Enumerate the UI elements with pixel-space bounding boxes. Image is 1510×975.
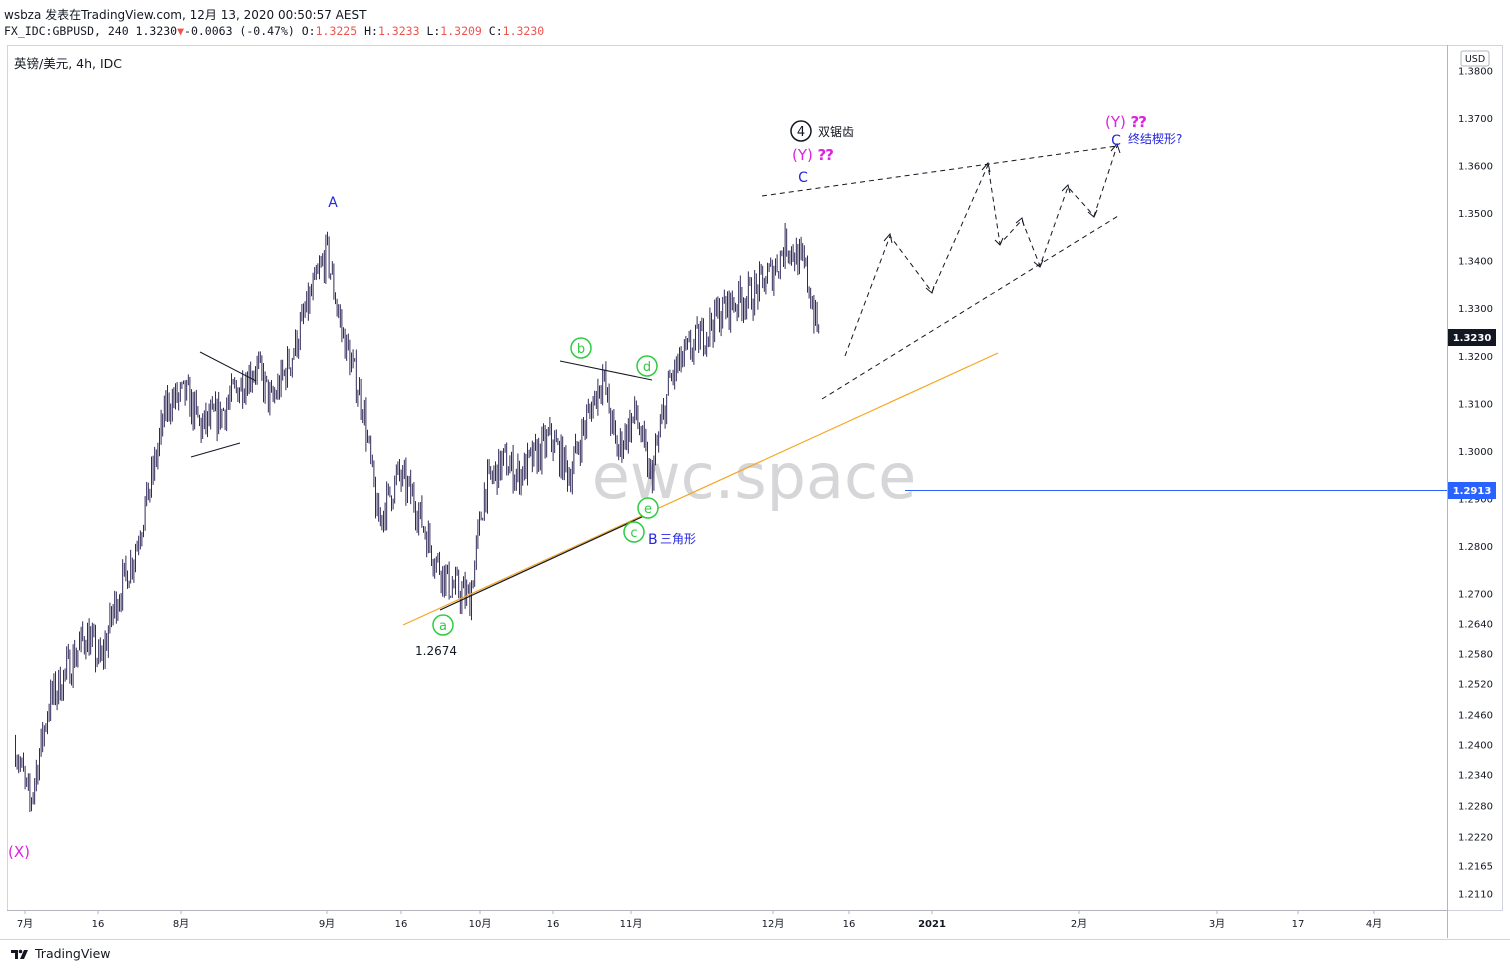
svg-text:a: a	[439, 619, 447, 634]
price-tick-label: 1.2800	[1458, 542, 1493, 553]
last-price-label: 1.3230	[1453, 333, 1492, 344]
price-axis[interactable]: 1.3800 1.3700 1.3600 1.3500 1.3400 1.3300 1.32…	[1458, 67, 1493, 901]
price-tick-label: 1.3800	[1458, 67, 1493, 78]
currency-badge-box[interactable]	[1460, 50, 1490, 67]
projection-arrowheads	[883, 143, 1121, 294]
black-support-line[interactable]	[439, 515, 645, 611]
time-tick-label: 11月	[620, 918, 643, 930]
double-zigzag-label: 双锯齿	[818, 124, 854, 139]
wave-label-x: (X)	[8, 843, 30, 861]
last-price-badge	[1448, 329, 1496, 346]
price-tick-label: 1.2520	[1458, 680, 1493, 691]
open-label: O:	[301, 24, 316, 38]
price-tick-label: 1.2580	[1458, 650, 1493, 661]
price-tick-label: 1.3200	[1458, 352, 1493, 363]
time-tick-label: 16	[547, 919, 560, 930]
change-value: -0.0063 (-0.47%)	[184, 24, 295, 38]
wave-label-y2: (Y)	[1105, 113, 1126, 131]
close-value: 1.3230	[502, 24, 545, 38]
price-tick-label: 1.2460	[1458, 711, 1493, 722]
time-tick-label: 16	[92, 919, 105, 930]
low-value-label: 1.2674	[415, 644, 457, 658]
ending-wedge-label: 终结楔形?	[1128, 131, 1182, 146]
wave-label-y1: (Y)	[792, 146, 813, 164]
minor-wave-d: d	[636, 355, 658, 377]
publish-info: wsbza 发表在TradingView.com, 12月 13, 2020 0…	[4, 8, 367, 22]
svg-text:e: e	[644, 502, 652, 517]
price-tick-label: 1.3600	[1458, 162, 1493, 173]
price-chart[interactable]: ewc.space 1.38001.37001.36001.35001.3400…	[0, 0, 1510, 940]
price-tick-label: 1.3400	[1458, 257, 1493, 268]
price-tick-label: 1.3000	[1458, 447, 1493, 458]
svg-text:c: c	[630, 526, 637, 541]
price-tick-label: 1.2220	[1458, 833, 1493, 844]
low-label: L:	[426, 24, 441, 38]
price-tick-label: 1.2700	[1458, 590, 1493, 601]
time-tick-label: 12月	[762, 918, 785, 930]
b-d-line[interactable]	[559, 360, 653, 381]
hline-price-label: 1.2913	[1453, 486, 1492, 497]
wave-label-y1-question: ⁇	[818, 146, 833, 164]
price-tick-label: 1.2165	[1458, 862, 1493, 873]
svg-text:b: b	[577, 342, 585, 357]
wave-label-c-major: C	[798, 170, 808, 186]
time-tick-label: 9月	[319, 918, 335, 930]
low-value: 1.3209	[440, 24, 482, 38]
high-label: H:	[364, 24, 378, 38]
triangle-top-line[interactable]	[199, 351, 257, 382]
time-tick-label: 16	[843, 919, 856, 930]
time-tick-label: 2021	[918, 919, 946, 930]
time-axis[interactable]: 7月 16 8月 9月 16 10月 16 11月 12月 16 2021 2月 3月 17 4月	[17, 910, 1382, 930]
minor-wave-b: b	[570, 337, 592, 359]
orange-trendline[interactable]	[402, 352, 999, 626]
currency-badge[interactable]: USD	[1465, 54, 1485, 65]
wave-label-b-major: B	[648, 532, 658, 548]
price-tick-label: 1.3700	[1458, 114, 1493, 125]
hline-price-badge	[1448, 482, 1496, 499]
down-arrow-icon: ▼	[177, 24, 185, 38]
open-value: 1.3225	[315, 24, 358, 38]
high-value: 1.3233	[377, 24, 420, 38]
time-tick-label: 17	[1292, 919, 1305, 930]
tradingview-icon	[11, 949, 28, 959]
time-tick-label: 2月	[1071, 918, 1087, 930]
time-tick-label: 4月	[1366, 918, 1382, 930]
price-tick-label: 1.2110	[1458, 890, 1493, 901]
price-tick-label: 1.2340	[1458, 771, 1493, 782]
wedge-upper-dashed[interactable]	[761, 145, 1118, 197]
price-tick-label: 1.3300	[1458, 304, 1493, 315]
close-label: C:	[488, 24, 503, 38]
ticker-prefix: FX_IDC:GBPUSD, 240 1.3230	[4, 24, 178, 38]
triangle-bottom-line[interactable]	[190, 442, 241, 458]
price-tick-label: 1.2280	[1458, 802, 1493, 813]
wave-four-circle	[790, 120, 812, 142]
price-tick-label: 1.3500	[1458, 209, 1493, 220]
price-tick-label: 1.3100	[1458, 399, 1493, 410]
minor-wave-a: a	[432, 614, 454, 636]
wave-label-four: 4	[797, 125, 805, 140]
svg-text:d: d	[643, 360, 651, 375]
triangle-label: 三角形	[660, 532, 696, 546]
wave-label-y2-question: ⁇	[1131, 113, 1146, 131]
price-tick-label: 1.2900	[1458, 494, 1493, 505]
minor-wave-c: c	[623, 521, 645, 543]
tradingview-logo[interactable]: TradingView	[10, 946, 111, 961]
time-tick-label: 3月	[1209, 918, 1225, 930]
time-tick-label: 8月	[173, 918, 189, 930]
wave-label-a-major: A	[328, 195, 338, 211]
brand-label: TradingView	[35, 946, 111, 961]
projected-path-dashed[interactable]	[844, 145, 1118, 357]
minor-wave-e: e	[637, 497, 659, 519]
time-tick-label: 7月	[17, 918, 33, 930]
wave-label-c-projected: C	[1111, 133, 1121, 149]
time-tick-label: 10月	[469, 918, 492, 930]
price-tick-label: 1.2640	[1458, 620, 1493, 631]
wedge-lower-dashed[interactable]	[821, 215, 1119, 400]
symbol-title[interactable]: 英镑/美元, 4h, IDC	[14, 56, 123, 71]
price-tick-label: 1.2400	[1458, 741, 1493, 752]
footer-bar	[0, 939, 1510, 975]
time-tick-label: 16	[395, 919, 408, 930]
candles-layer	[15, 222, 820, 813]
ohlc-bar: FX_IDC:GBPUSD, 240 1.3230▼-0.0063 (-0.47…	[4, 24, 544, 38]
